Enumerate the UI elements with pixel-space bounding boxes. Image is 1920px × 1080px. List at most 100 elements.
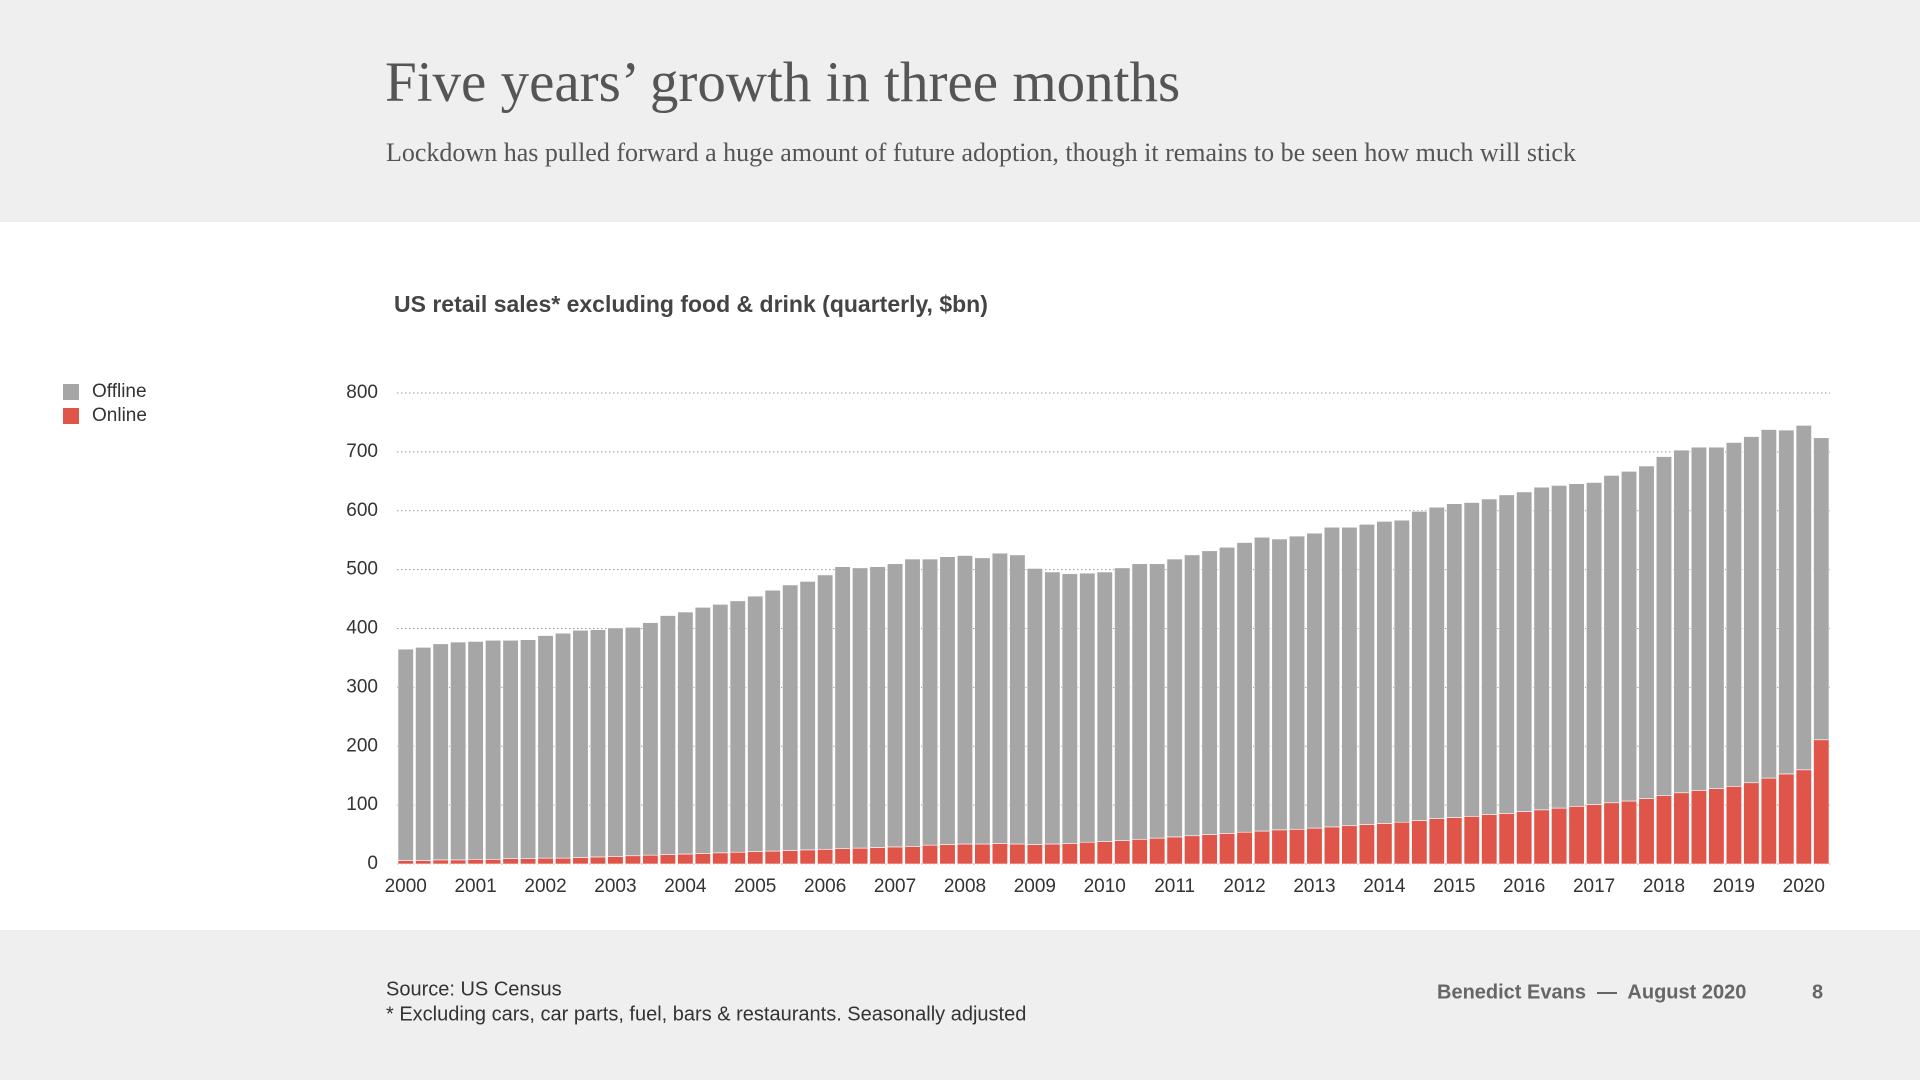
chart-title: US retail sales* excluding food & drink … — [394, 291, 988, 317]
bar-segment — [1603, 802, 1620, 865]
y-tick-label: 0 — [367, 853, 378, 874]
bar-segment — [572, 857, 589, 865]
bar-segment — [467, 641, 484, 860]
bar-segment — [1079, 572, 1096, 843]
bar-segment — [1690, 790, 1707, 865]
bar-segment — [1026, 844, 1043, 865]
bar-segment — [1498, 494, 1515, 814]
bar-segment — [1393, 519, 1410, 823]
x-tick-label: 2009 — [1014, 876, 1056, 897]
bar-segment — [1498, 813, 1515, 865]
bar-segment — [1341, 825, 1358, 865]
x-tick-label: 2017 — [1573, 876, 1615, 897]
bar-segment — [1411, 511, 1428, 821]
x-tick-label: 2011 — [1154, 876, 1195, 897]
bar-segment — [1463, 502, 1480, 817]
bar-segment — [1358, 523, 1375, 825]
footnote: * Excluding cars, car parts, fuel, bars … — [386, 1003, 1026, 1025]
bar-segment — [537, 635, 554, 859]
bar-segment — [1166, 558, 1183, 838]
bar-segment — [1760, 429, 1777, 779]
x-tick-label: 2000 — [385, 876, 427, 897]
y-tick-label: 100 — [346, 794, 378, 815]
bar-segment — [1795, 769, 1812, 865]
bar-segment — [799, 581, 816, 851]
bar-segment — [1358, 824, 1375, 865]
bar-segment — [1638, 465, 1655, 799]
title: Five years’ growth in three months — [385, 51, 1180, 114]
bar-segment — [1760, 777, 1777, 865]
bar-segment — [642, 622, 659, 856]
bar-segment — [939, 844, 956, 865]
bar-segment — [1079, 841, 1096, 865]
bar-segment — [1446, 817, 1463, 865]
bar-segment — [1743, 436, 1760, 784]
bar-segment — [1288, 535, 1306, 830]
header-band — [0, 0, 1920, 222]
legend-swatch — [63, 384, 79, 400]
bar-segment — [991, 552, 1008, 844]
y-tick-label: 400 — [346, 618, 378, 639]
bar-segment — [1323, 526, 1340, 828]
bar-segment — [694, 607, 711, 854]
bar-segment — [712, 604, 729, 854]
legend-label: Offline — [92, 381, 147, 402]
bar-segment — [834, 848, 851, 865]
bar-segment — [1673, 792, 1690, 865]
bar-segment — [974, 843, 991, 865]
x-tick-label: 2007 — [874, 876, 916, 897]
x-tick-label: 2013 — [1293, 876, 1335, 897]
bar-segment — [1044, 843, 1061, 865]
bar-segment — [1166, 836, 1183, 865]
legend-label: Online — [92, 405, 147, 426]
y-tick-label: 700 — [346, 441, 378, 462]
bar-segment — [764, 589, 781, 852]
bar-segment — [747, 851, 764, 865]
bar-segment — [904, 558, 921, 847]
bar-segment — [956, 555, 973, 845]
bar-segment — [852, 567, 869, 849]
bar-segment — [887, 846, 904, 865]
bar-segment — [1254, 536, 1271, 832]
bar-segment — [1533, 809, 1550, 865]
bar-segment — [1463, 816, 1480, 865]
bar-segment — [852, 847, 869, 865]
bar-segment — [1778, 429, 1795, 775]
bar-segment — [485, 858, 502, 865]
bar-segment — [1428, 506, 1445, 819]
page-number: 8 — [1812, 981, 1823, 1003]
bar-segment — [1341, 526, 1358, 827]
bar-segment — [642, 854, 659, 865]
bar-segment — [1655, 456, 1673, 797]
bar-segment — [1254, 830, 1271, 865]
bar-segment — [712, 852, 729, 865]
bar-segment — [659, 615, 676, 855]
bar-segment — [1236, 831, 1253, 865]
x-tick-label: 2008 — [944, 876, 986, 897]
bar-segment — [1114, 840, 1131, 865]
bar-segment — [1620, 800, 1638, 865]
bar-segment — [1009, 843, 1026, 865]
bar-segment — [1813, 437, 1830, 741]
bar-segment — [450, 641, 467, 861]
bar-segment — [1481, 814, 1498, 865]
bar-segment — [1795, 425, 1812, 771]
bar-segment — [869, 566, 886, 848]
y-tick-label: 200 — [346, 735, 378, 756]
source: Source: US Census — [386, 978, 562, 1000]
bar-segment — [694, 853, 711, 865]
bar-segment — [502, 639, 519, 860]
bar-segment — [1236, 542, 1253, 833]
x-tick-label: 2012 — [1223, 876, 1265, 897]
bar-segment — [520, 858, 537, 865]
bar-segment — [537, 857, 554, 865]
x-tick-label: 2020 — [1783, 876, 1825, 897]
bar-segment — [450, 859, 467, 865]
x-tick-label: 2016 — [1503, 876, 1545, 897]
bar-segment — [1184, 835, 1201, 865]
bar-segment — [1026, 568, 1043, 845]
bar-segment — [921, 558, 939, 846]
bar-segment — [1568, 483, 1585, 807]
